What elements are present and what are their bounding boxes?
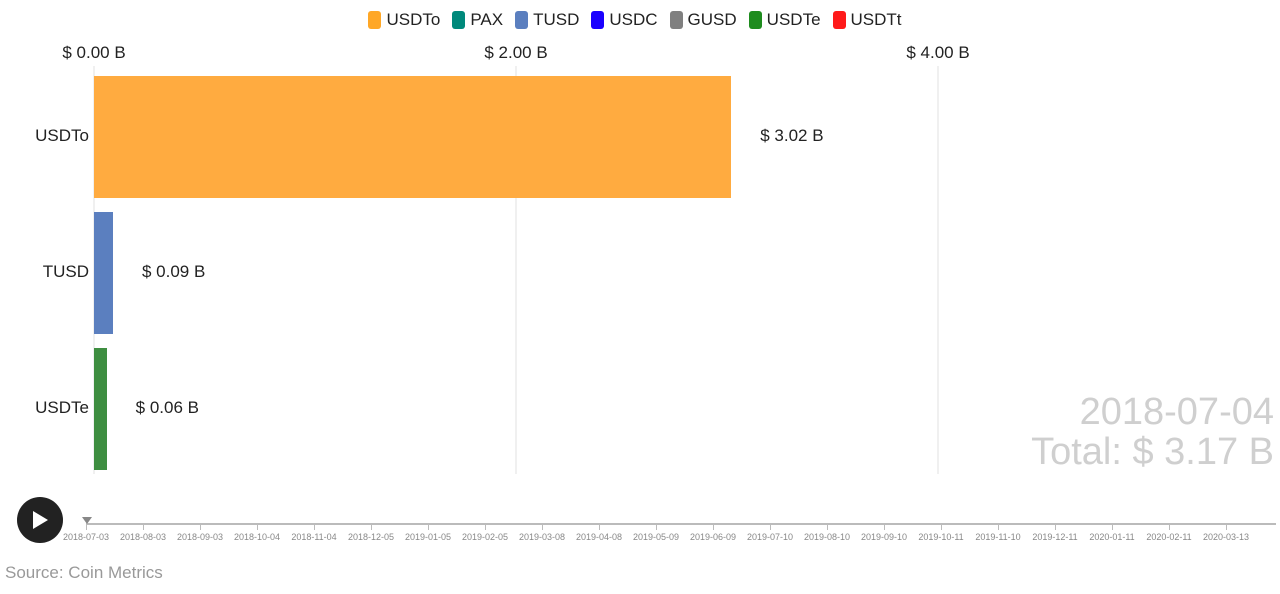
timeline-tick — [599, 525, 600, 530]
legend-label: PAX — [470, 10, 504, 29]
timeline-slider[interactable]: 2018-07-03 2018-08-03 2018-09-03 2018-10-04… — [63, 517, 1276, 551]
timeline-tick — [656, 525, 657, 530]
timeline-label: 2018-11-04 — [291, 532, 337, 542]
timeline-tick — [200, 525, 201, 530]
timeline-label: 2019-01-05 — [404, 532, 452, 542]
legend-item-gusd[interactable]: GUSD — [669, 10, 737, 30]
legend-label: USDTt — [850, 10, 902, 29]
timeline-label: 2019-12-11 — [1032, 532, 1078, 542]
timeline-label: 2018-07-03 — [62, 532, 110, 542]
current-date: 2018-07-04 — [1079, 391, 1274, 433]
value-label: $ 3.02 B — [760, 126, 824, 145]
timeline-label: 2018-12-05 — [347, 532, 395, 542]
timeline-tick — [371, 525, 372, 530]
legend-label: USDTe — [766, 10, 821, 29]
play-icon — [33, 511, 48, 529]
timeline-label: 2019-07-10 — [746, 532, 794, 542]
timeline-handle[interactable] — [82, 517, 92, 524]
timeline-label: 2019-05-09 — [632, 532, 680, 542]
timeline-label: 2019-06-09 — [689, 532, 737, 542]
timeline-label: 2019-03-08 — [518, 532, 566, 542]
timeline-tick — [998, 525, 999, 530]
legend-item-usdte[interactable]: USDTe — [748, 10, 821, 30]
legend-item-usdtt[interactable]: USDTt — [832, 10, 902, 30]
timeline-label: 2018-09-03 — [176, 532, 224, 542]
timeline-tick — [314, 525, 315, 530]
legend-swatch — [748, 11, 762, 29]
timeline-label: 2020-01-11 — [1089, 532, 1135, 542]
x-tick-label: $ 4.00 B — [906, 43, 970, 62]
legend-swatch — [368, 11, 382, 29]
play-button[interactable] — [17, 497, 63, 543]
timeline-tick — [884, 525, 885, 530]
timeline-label: 2020-03-13 — [1202, 532, 1250, 542]
total-value: Total: $ 3.17 B — [1031, 431, 1274, 473]
timeline-label: 2019-04-08 — [575, 532, 623, 542]
value-label: $ 0.09 B — [141, 262, 206, 281]
timeline-tick — [827, 525, 828, 530]
legend-swatch — [515, 11, 529, 29]
legend-swatch — [669, 11, 683, 29]
timeline-track[interactable] — [86, 523, 1276, 525]
category-label: USDTo — [35, 126, 89, 145]
timeline-label: 2018-10-04 — [233, 532, 281, 542]
timeline-tick — [1112, 525, 1113, 530]
timeline-tick — [770, 525, 771, 530]
timeline-label: 2018-08-03 — [119, 532, 167, 542]
legend-item-usdc[interactable]: USDC — [591, 10, 658, 30]
timeline-tick — [143, 525, 144, 530]
legend-item-tusd[interactable]: TUSD — [515, 10, 579, 30]
legend-item-usdto[interactable]: USDTo — [368, 10, 440, 30]
value-label: $ 0.06 B — [135, 398, 199, 417]
bar-usdte — [94, 348, 107, 470]
timeline-label: 2019-08-10 — [803, 532, 851, 542]
timeline-tick — [86, 525, 87, 530]
x-tick-label: $ 2.00 B — [484, 43, 548, 62]
legend-label: TUSD — [533, 10, 580, 29]
timeline-tick — [1226, 525, 1227, 530]
legend-label: GUSD — [687, 10, 737, 29]
timeline-tick — [713, 525, 714, 530]
source-caption: Source: Coin Metrics — [5, 563, 163, 582]
timeline-label: 2020-02-11 — [1146, 532, 1192, 542]
timeline-tick — [542, 525, 543, 530]
timeline-label: 2019-10-11 — [918, 532, 964, 542]
legend-swatch — [832, 11, 846, 29]
legend-label: USDTo — [386, 10, 441, 29]
timeline-tick — [485, 525, 486, 530]
legend: USDTo PAX TUSD USDC GUSD USDTe USDTt — [0, 10, 1270, 30]
legend-swatch — [452, 11, 466, 29]
timeline-label: 2019-11-10 — [975, 532, 1021, 542]
bar-usdto — [94, 76, 732, 198]
timeline-tick — [1169, 525, 1170, 530]
x-tick-label: $ 0.00 B — [62, 43, 126, 62]
timeline-label: 2019-09-10 — [860, 532, 908, 542]
category-label: TUSD — [42, 262, 89, 281]
timeline-tick — [428, 525, 429, 530]
category-label: USDTe — [35, 398, 89, 417]
date-overlay: 2018-07-04 Total: $ 3.17 B — [1031, 392, 1274, 472]
bar-tusd — [94, 212, 113, 334]
timeline-tick — [257, 525, 258, 530]
legend-swatch — [591, 11, 605, 29]
timeline-label: 2019-02-05 — [461, 532, 509, 542]
timeline-tick — [1055, 525, 1056, 530]
legend-item-pax[interactable]: PAX — [452, 10, 503, 30]
timeline-tick — [941, 525, 942, 530]
legend-label: USDC — [609, 10, 658, 29]
